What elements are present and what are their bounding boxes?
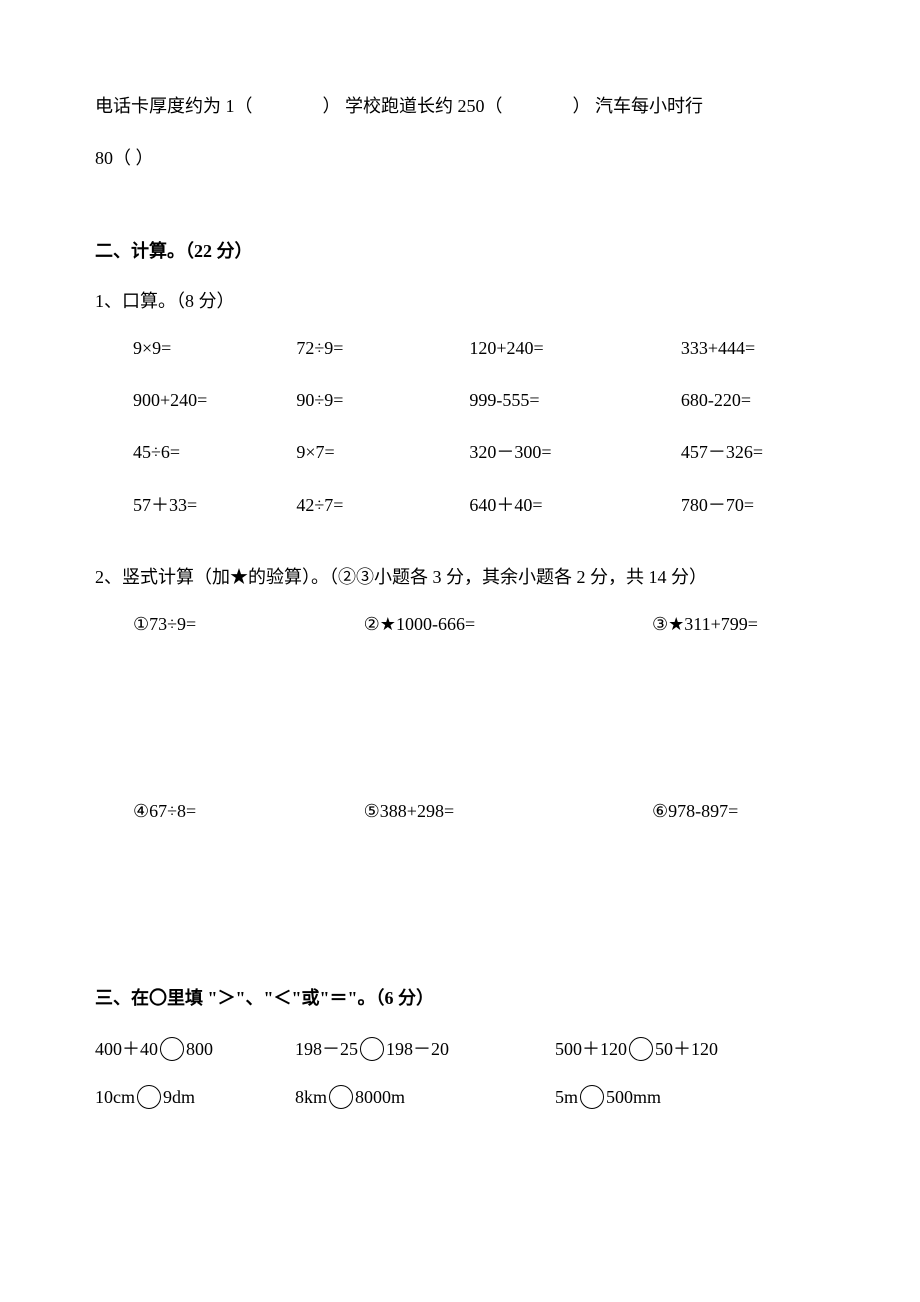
calc-cell: 120+240= (469, 332, 680, 364)
comp-right: 198－20 (386, 1039, 449, 1059)
text-part-3: ） 汽车每小时行 (573, 96, 704, 116)
comparison-row-2: 10cm 9dm 8km 8000m 5m 500mm (95, 1081, 825, 1113)
comp-right: 800 (186, 1039, 213, 1059)
comparison-item: 198－25 198－20 (295, 1033, 555, 1065)
comp-left: 10cm (95, 1087, 135, 1107)
mental-calc-row-1: 9×9= 72÷9= 120+240= 333+444= (95, 332, 825, 364)
circle-blank[interactable] (137, 1085, 161, 1109)
circle-blank[interactable] (580, 1085, 604, 1109)
calc-cell: 640＋40= (469, 489, 680, 521)
comp-right: 8000m (355, 1087, 405, 1107)
vertical-calc-item: ③★311+799= (652, 608, 825, 640)
comparison-item: 400＋40 800 (95, 1033, 295, 1065)
comp-right: 500mm (606, 1087, 661, 1107)
vertical-calc-row-1: ①73÷9= ②★1000-666= ③★311+799= (95, 608, 825, 640)
section-3-title: 三、在〇里填 "＞"、"＜"或"＝"。（6 分） (95, 982, 825, 1014)
calc-cell: 57＋33= (133, 489, 296, 521)
vertical-calc-item: ⑤388+298= (364, 795, 652, 827)
comparison-item: 5m 500mm (555, 1081, 805, 1113)
calc-cell: 9×7= (296, 436, 469, 468)
vertical-calc-item: ⑥978-897= (652, 795, 825, 827)
calc-cell: 457－326= (681, 436, 825, 468)
mental-calc-row-2: 900+240= 90÷9= 999-555= 680-220= (95, 384, 825, 416)
vertical-calc-row-2: ④67÷8= ⑤388+298= ⑥978-897= (95, 795, 825, 827)
calc-cell: 45÷6= (133, 436, 296, 468)
calc-cell: 999-555= (469, 384, 680, 416)
mental-calc-row-3: 45÷6= 9×7= 320－300= 457－326= (95, 436, 825, 468)
fill-blank-line-2: 80（ ） (95, 142, 825, 174)
section-2-title: 二、计算。（22 分） (95, 235, 825, 267)
comparison-item: 500＋120 50＋120 (555, 1033, 805, 1065)
circle-blank[interactable] (360, 1037, 384, 1061)
calc-cell: 320－300= (469, 436, 680, 468)
calc-cell: 90÷9= (296, 384, 469, 416)
calc-cell: 333+444= (681, 332, 825, 364)
calc-cell: 42÷7= (296, 489, 469, 521)
comp-right: 50＋120 (655, 1039, 718, 1059)
comparison-row-1: 400＋40 800 198－25 198－20 500＋120 50＋120 (95, 1033, 825, 1065)
fill-blank-line-1: 电话卡厚度约为 1（ ） 学校跑道长约 250（ ） 汽车每小时行 (95, 90, 825, 122)
comp-left: 500＋120 (555, 1039, 627, 1059)
comp-left: 198－25 (295, 1039, 358, 1059)
mental-calc-row-4: 57＋33= 42÷7= 640＋40= 780－70= (95, 489, 825, 521)
text-part-4: 80（ ） (95, 148, 154, 168)
subsection-2-1: 1、口算。（8 分） (95, 285, 825, 317)
comp-left: 8km (295, 1087, 327, 1107)
circle-blank[interactable] (629, 1037, 653, 1061)
vertical-calc-item: ①73÷9= (133, 608, 364, 640)
comp-left: 5m (555, 1087, 578, 1107)
vertical-calc-item: ②★1000-666= (364, 608, 652, 640)
comparison-item: 10cm 9dm (95, 1081, 295, 1113)
subsection-2-2: 2、竖式计算（加★的验算）。（②③小题各 3 分，其余小题各 2 分，共 14 … (95, 561, 825, 593)
circle-blank[interactable] (329, 1085, 353, 1109)
comp-left: 400＋40 (95, 1039, 158, 1059)
calc-cell: 72÷9= (296, 332, 469, 364)
calc-cell: 680-220= (681, 384, 825, 416)
vertical-calc-item: ④67÷8= (133, 795, 364, 827)
comp-right: 9dm (163, 1087, 195, 1107)
comparison-item: 8km 8000m (295, 1081, 555, 1113)
text-part-1: 电话卡厚度约为 1（ (95, 96, 253, 116)
calc-cell: 9×9= (133, 332, 296, 364)
text-part-2: ） 学校跑道长约 250（ (323, 96, 503, 116)
calc-cell: 900+240= (133, 384, 296, 416)
calc-cell: 780－70= (681, 489, 825, 521)
circle-blank[interactable] (160, 1037, 184, 1061)
